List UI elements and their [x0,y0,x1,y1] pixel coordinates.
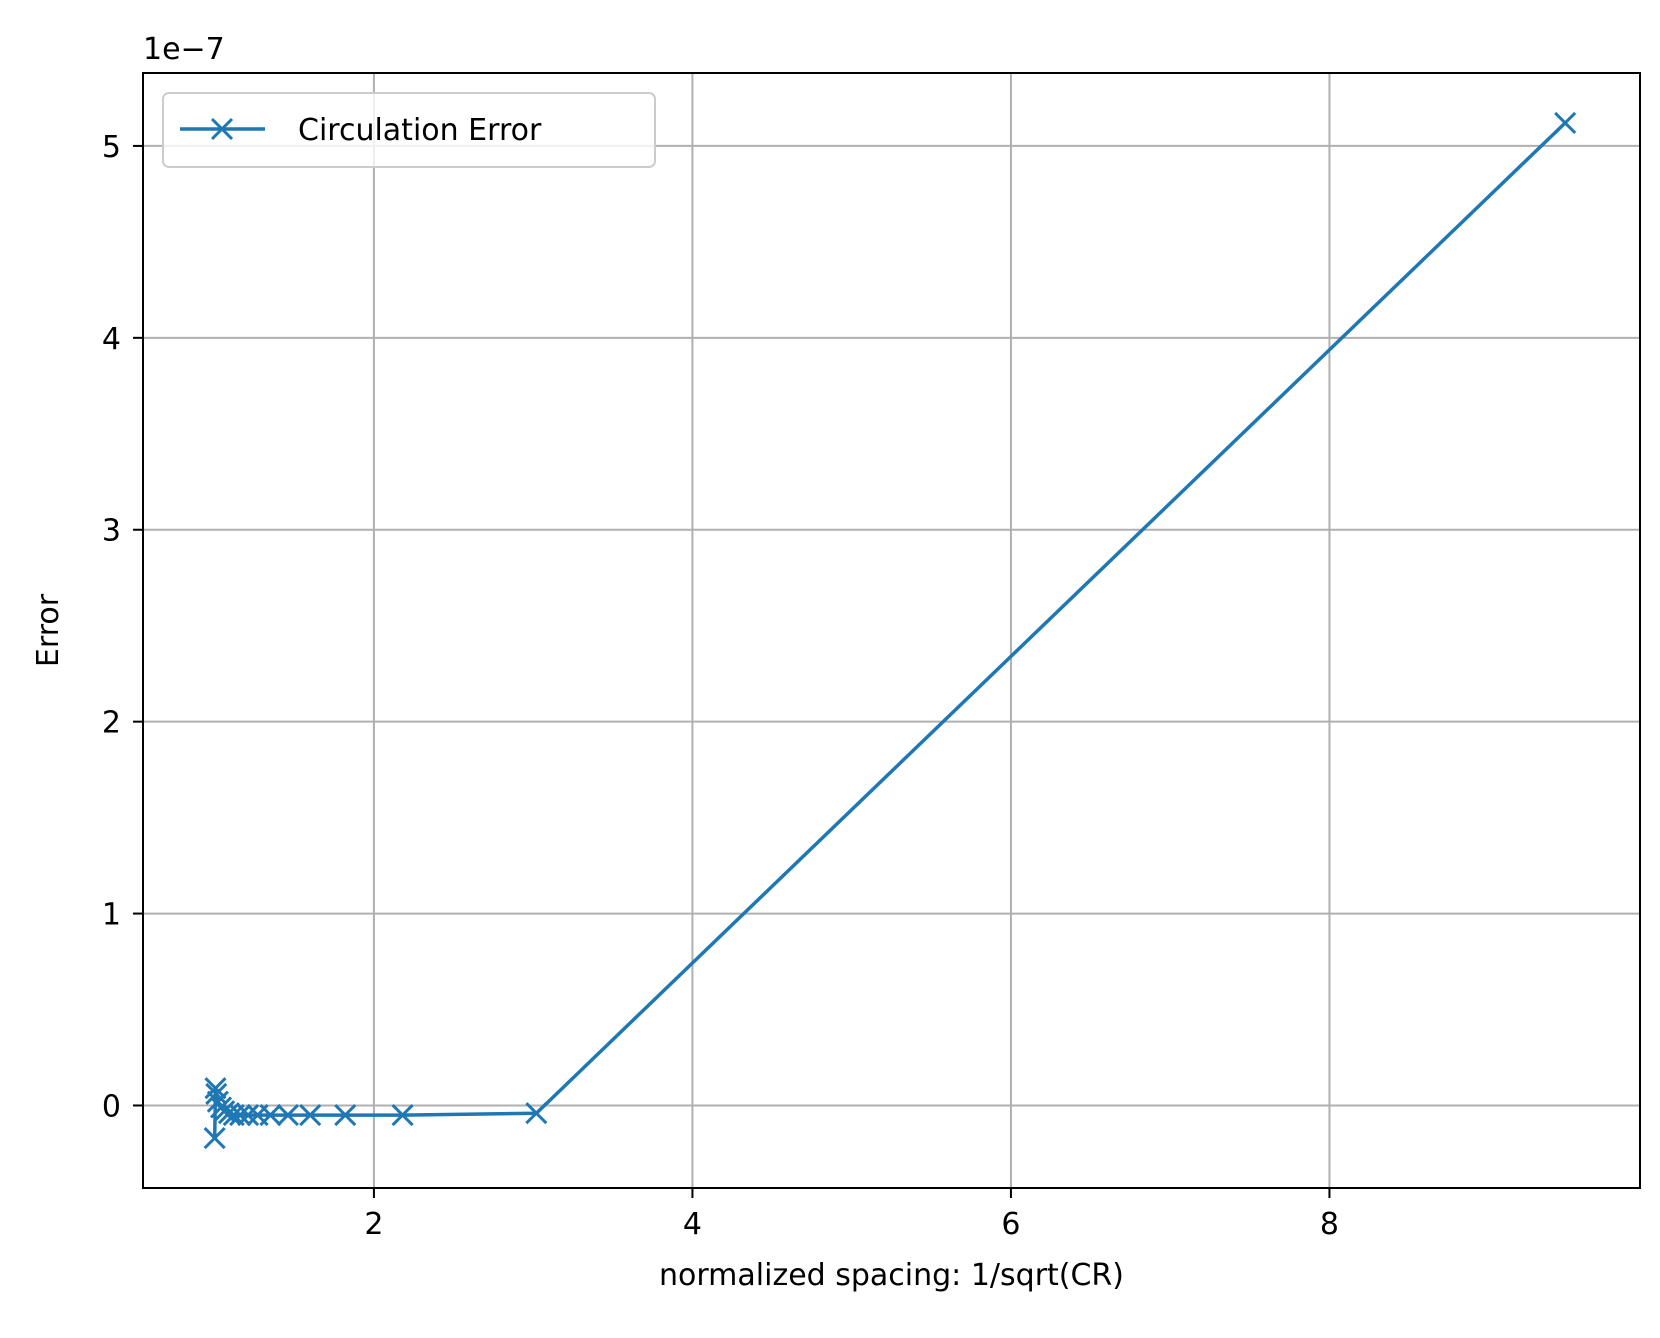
y-axis-label: Error [31,593,66,667]
series-layer [203,111,1577,1150]
legend-x-marker-icon [210,117,234,141]
y-tick-label: 5 [102,130,121,165]
y-tick-label: 0 [102,1089,121,1124]
legend-label: Circulation Error [298,113,542,148]
plot-frame [142,72,1641,1189]
data-point-marker [334,1104,357,1127]
y-offset-label: 1e−7 [143,32,225,67]
legend: Circulation Error [162,92,656,168]
y-tick-label: 4 [102,322,121,357]
data-point-marker [1554,111,1577,134]
data-point-marker [299,1104,322,1127]
x-axis-label: normalized spacing: 1/sqrt(CR) [659,1258,1124,1293]
data-point-marker [209,1096,233,1119]
data-point-marker [203,1127,226,1150]
x-tick-label: 4 [683,1207,702,1242]
legend-box [162,92,656,168]
x-tick-label: 6 [1001,1207,1020,1242]
ticks: 2 4 6 8 0 1 2 3 4 5 [102,130,1339,1242]
data-point-marker [276,1104,299,1127]
y-tick-label: 2 [102,706,121,741]
data-point-marker [525,1102,548,1125]
y-tick-label: 3 [102,514,121,549]
x-tick-label: 2 [364,1207,383,1242]
data-point-marker [205,1082,228,1106]
data-point-marker [246,1104,269,1127]
data-point-marker [391,1104,414,1127]
x-tick-label: 8 [1320,1207,1339,1242]
y-tick-label: 1 [102,898,121,933]
data-point-marker [204,1077,227,1100]
data-point-marker [206,1090,229,1113]
